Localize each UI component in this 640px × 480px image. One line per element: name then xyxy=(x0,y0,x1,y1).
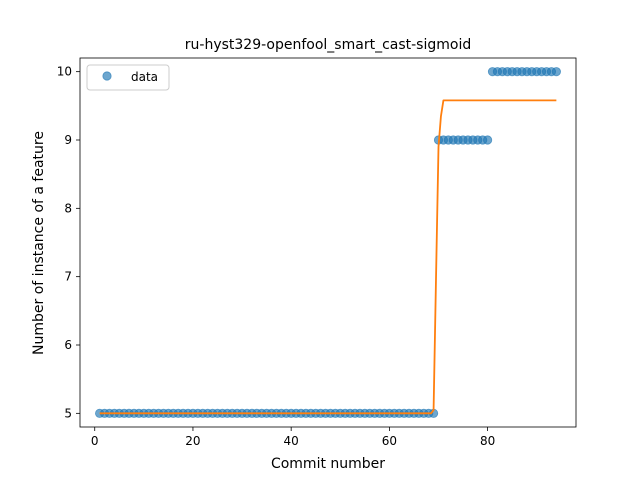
x-tick-label: 40 xyxy=(284,434,299,448)
y-tick-label: 8 xyxy=(64,201,72,215)
legend-marker xyxy=(102,71,112,81)
y-tick-label: 7 xyxy=(64,270,72,284)
data-point xyxy=(482,135,493,145)
fit-curve-line xyxy=(99,99,557,415)
legend-label: data xyxy=(131,70,158,84)
legend-box xyxy=(86,64,170,91)
axes-frame xyxy=(79,57,577,428)
chart-title: ru-hyst329-openfool_smart_cast-sigmoid xyxy=(185,37,471,53)
x-tick-label: 0 xyxy=(91,434,99,448)
x-tick-label: 60 xyxy=(382,434,397,448)
y-axis-label: Number of instance of a feature xyxy=(31,131,47,355)
legend: data xyxy=(86,64,170,91)
x-tick-label: 80 xyxy=(480,434,495,448)
x-tick-label: 20 xyxy=(185,434,200,448)
x-axis-label: Commit number xyxy=(271,456,385,472)
y-tick-label: 6 xyxy=(64,338,72,352)
y-tick-label: 10 xyxy=(57,65,72,79)
data-point xyxy=(551,67,561,77)
plot-area: 0 20 40 60 80 5 6 7 8 9 10 xyxy=(57,57,577,448)
y-tick-label: 9 xyxy=(64,133,72,147)
y-tick-label: 5 xyxy=(64,406,72,420)
